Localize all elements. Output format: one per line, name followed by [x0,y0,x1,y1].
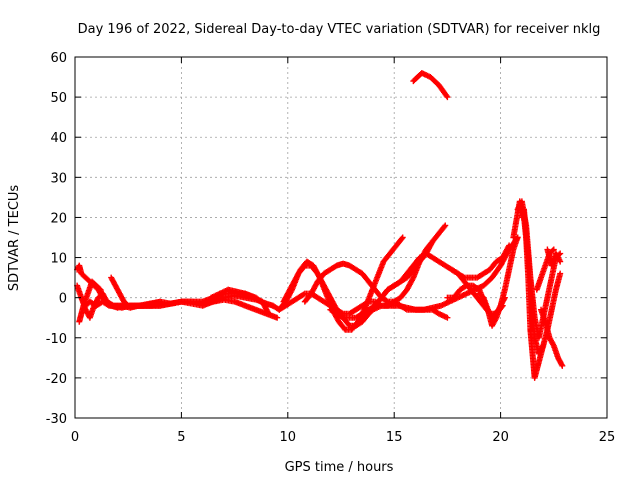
data-point [540,342,547,349]
chart-title: Day 196 of 2022, Sidereal Day-to-day VTE… [78,22,601,37]
y-tick-label: 0 [59,292,67,307]
data-point [462,283,469,290]
x-tick-label: 5 [177,430,185,445]
data-point [557,270,564,277]
axes: -30 -20 -10 0 10 20 30 40 50 60 0 5 10 15 20 25 [46,51,616,445]
series-track-m [448,242,513,281]
y-axis-label: SDTVAR / TECUs [7,185,22,292]
y-tick-label: 60 [50,51,67,66]
data-point [557,258,564,265]
data-point [398,235,405,242]
y-tick-label: 50 [50,91,67,106]
data-point [265,310,272,317]
data-point [444,314,451,321]
y-tick-label: -10 [46,332,67,347]
x-tick-label: 20 [492,430,509,445]
data-series [74,70,566,381]
data-point [274,314,281,321]
data-point [428,239,435,246]
data-point [441,223,448,230]
plot-frame [74,56,608,419]
series-track-p [410,70,451,101]
series-track-f [208,286,272,317]
data-point [559,362,566,369]
y-tick-label: 30 [50,171,67,186]
series-track-e [78,290,281,321]
data-point [338,313,345,320]
y-tick-label: 10 [50,252,67,267]
series-track-o [476,234,521,329]
data-point [549,247,556,254]
data-point [444,94,451,101]
data-point [429,238,436,245]
data-point [443,92,450,99]
x-tick-label: 0 [71,430,79,445]
x-tick-label: 10 [280,430,297,445]
data-point [506,242,513,249]
series-track-v [533,246,557,293]
series-track-s [518,206,547,381]
data-point [300,291,307,298]
series-track-j [301,238,436,305]
y-tick-label: 40 [50,131,67,146]
x-tick-label: 15 [386,430,403,445]
y-tick-label: -30 [46,412,67,427]
y-tick-label: 20 [50,211,67,226]
grid-lines [75,57,607,418]
data-point [442,222,449,229]
data-point [460,273,467,280]
series-track-t [538,306,566,369]
data-point [550,246,557,253]
data-point [399,234,406,241]
x-axis-label: GPS time / hours [285,460,394,475]
y-tick-label: -20 [46,372,67,387]
x-tick-label: 25 [599,430,616,445]
